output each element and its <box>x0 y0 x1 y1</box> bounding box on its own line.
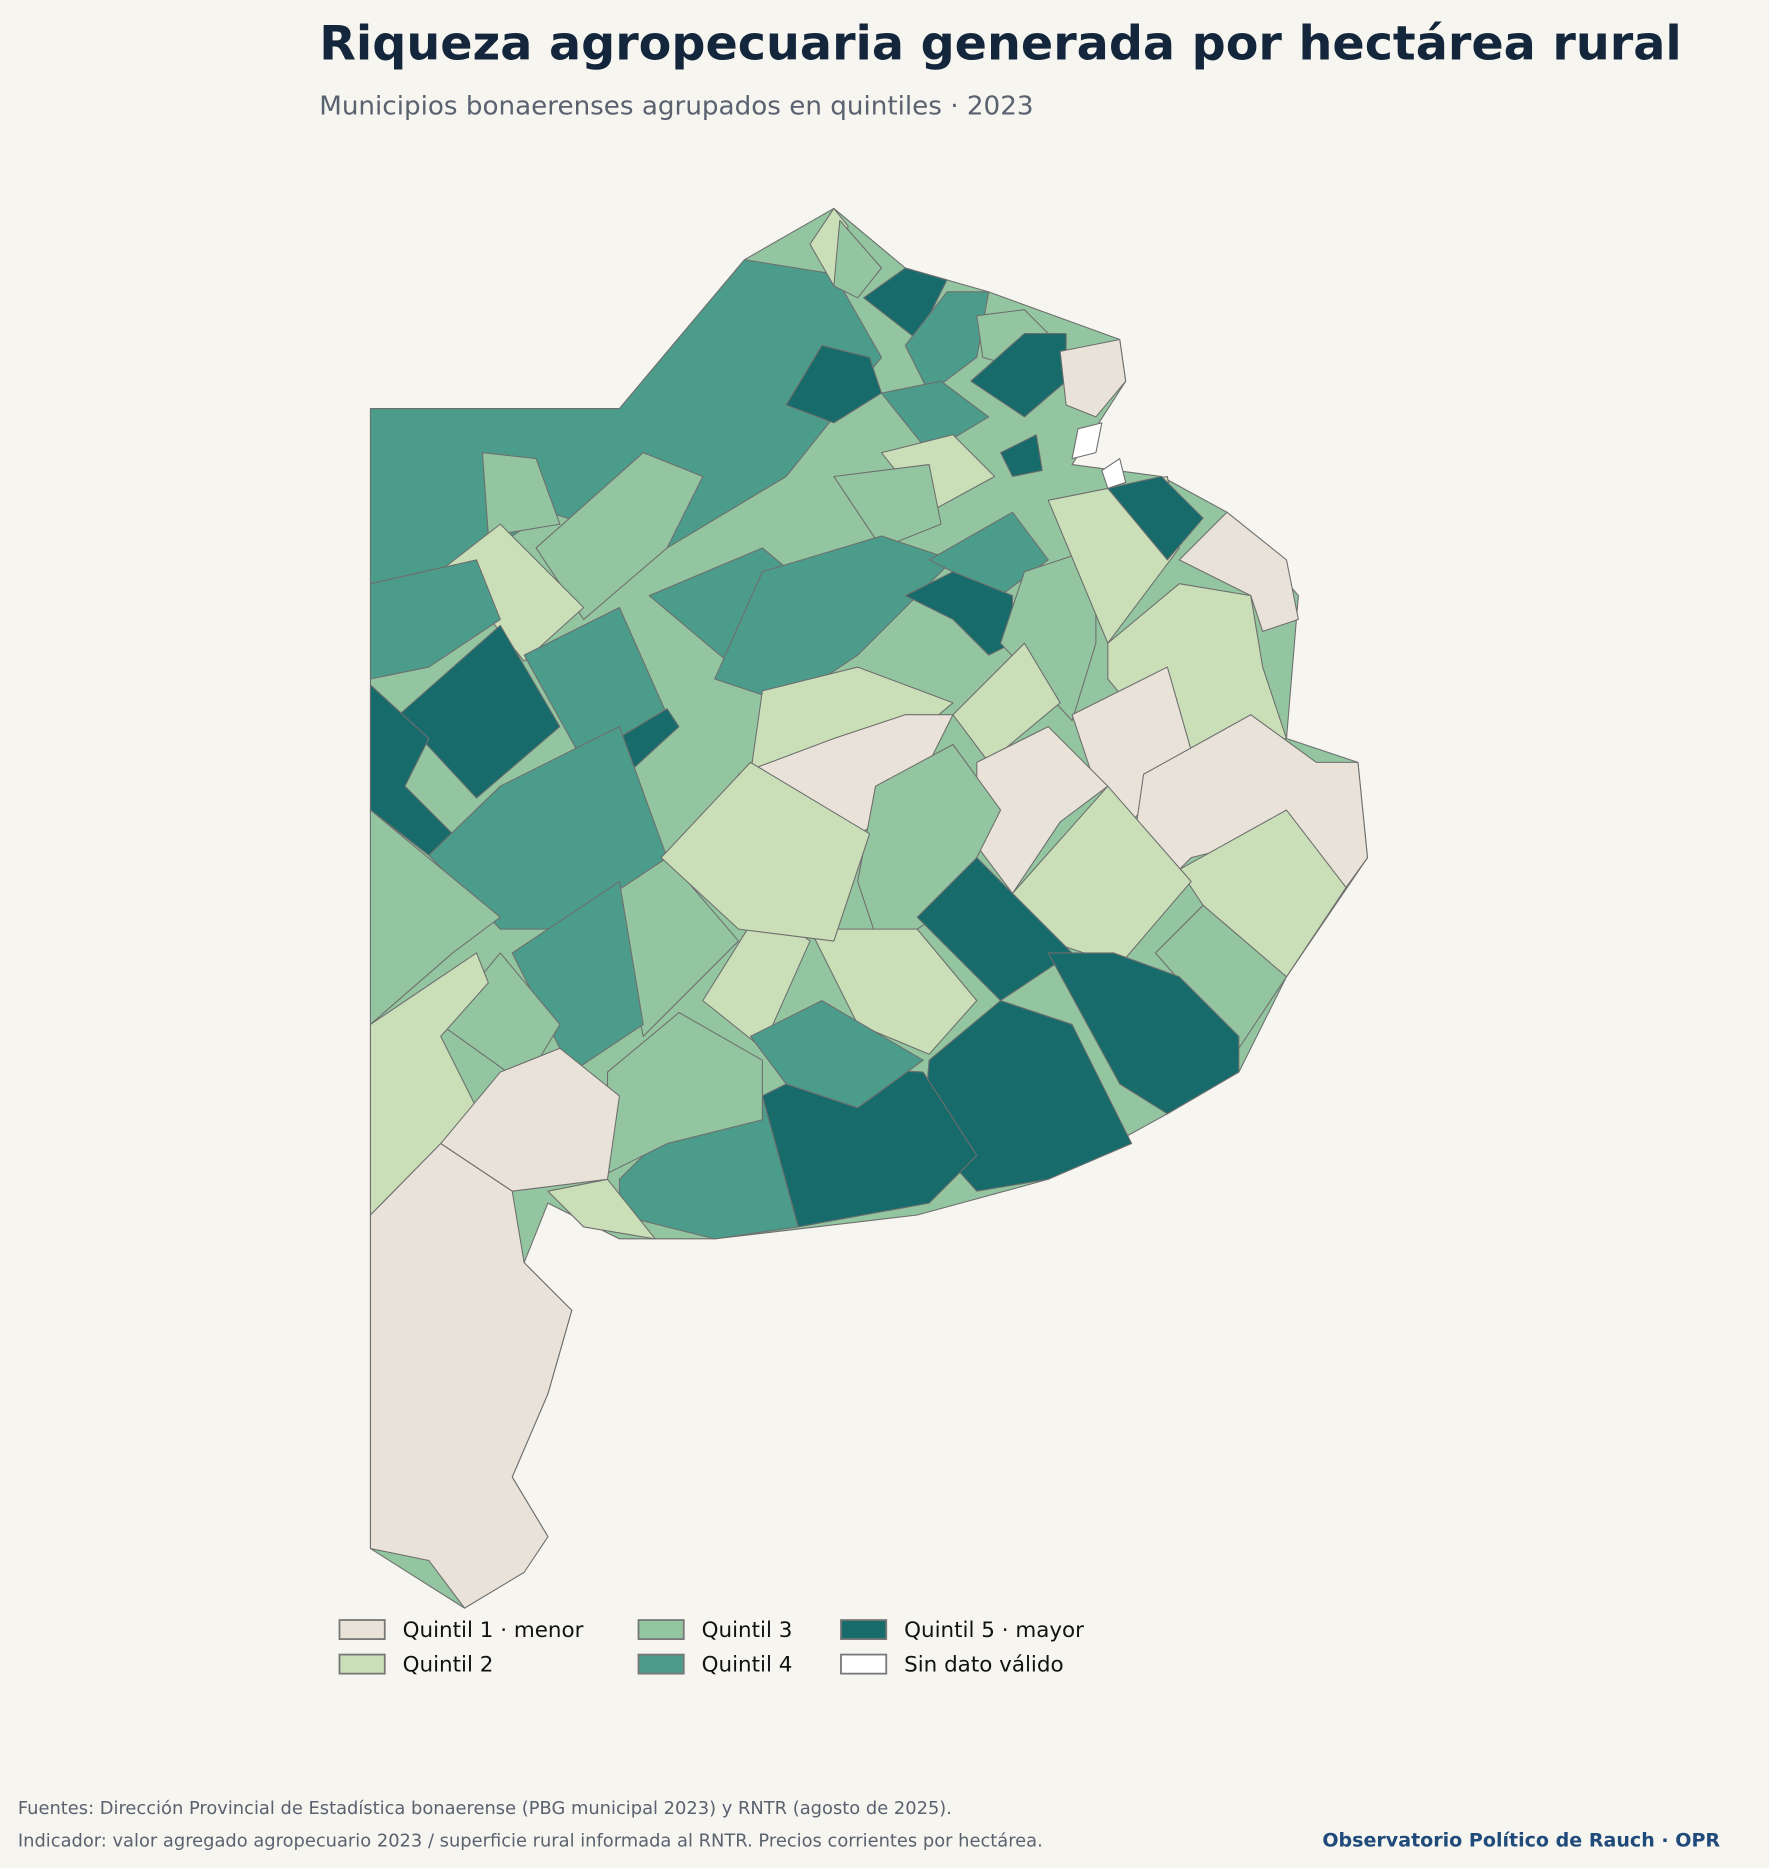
municipality <box>904 291 990 394</box>
municipality <box>916 857 1073 1002</box>
municipality <box>785 344 883 424</box>
municipality <box>1101 458 1127 489</box>
municipality <box>702 904 811 1049</box>
municipality <box>660 761 871 942</box>
brand: Observatorio Político de Rauch · OPR <box>1322 1829 1720 1851</box>
municipality <box>970 332 1067 418</box>
municipality <box>833 464 942 549</box>
municipality <box>1107 475 1204 561</box>
municipality <box>481 452 561 537</box>
municipality <box>952 642 1061 763</box>
legend-label: Quintil 4 <box>702 1652 793 1677</box>
municipality <box>398 624 561 799</box>
municipality <box>809 928 978 1055</box>
legend-label: Quintil 1 · menor <box>403 1618 584 1643</box>
legend-swatch <box>637 1653 685 1675</box>
legend-swatch <box>338 1619 386 1640</box>
municipality <box>1000 434 1043 478</box>
legend-swatch <box>637 1619 685 1640</box>
legend-label: Quintil 2 <box>403 1652 494 1677</box>
municipality <box>749 1000 924 1109</box>
map <box>369 207 1369 1609</box>
legend-label: Quintil 5 · mayor <box>904 1618 1084 1643</box>
municipality <box>547 1178 656 1240</box>
legend-swatch <box>338 1653 386 1675</box>
municipality <box>833 219 883 299</box>
note: Indicador: valor agregado agropecuario 2… <box>18 1830 1043 1851</box>
sources: Fuentes: Dirección Provincial de Estadís… <box>18 1798 952 1819</box>
municipality <box>714 535 954 704</box>
legend-swatch <box>840 1619 888 1640</box>
municipality <box>369 1143 573 1609</box>
municipality <box>369 809 501 1025</box>
municipality <box>1071 422 1103 460</box>
content: Riqueza agropecuaria generada por hectár… <box>18 17 1721 1852</box>
municipality <box>880 380 990 454</box>
legend: Quintil 1 · menor Quintil 2 Quintil 3 Quint… <box>338 1618 1084 1677</box>
municipality <box>369 559 501 680</box>
legend-label: Sin dato válido <box>904 1652 1064 1677</box>
legend-label: Quintil 3 <box>702 1618 793 1643</box>
legend-swatch <box>840 1653 888 1675</box>
municipality <box>1047 952 1240 1115</box>
title: Riqueza agropecuaria generada por hectár… <box>319 17 1681 72</box>
subtitle: Municipios bonaerenses agrupados en quin… <box>319 91 1033 121</box>
municipality <box>1059 338 1127 418</box>
